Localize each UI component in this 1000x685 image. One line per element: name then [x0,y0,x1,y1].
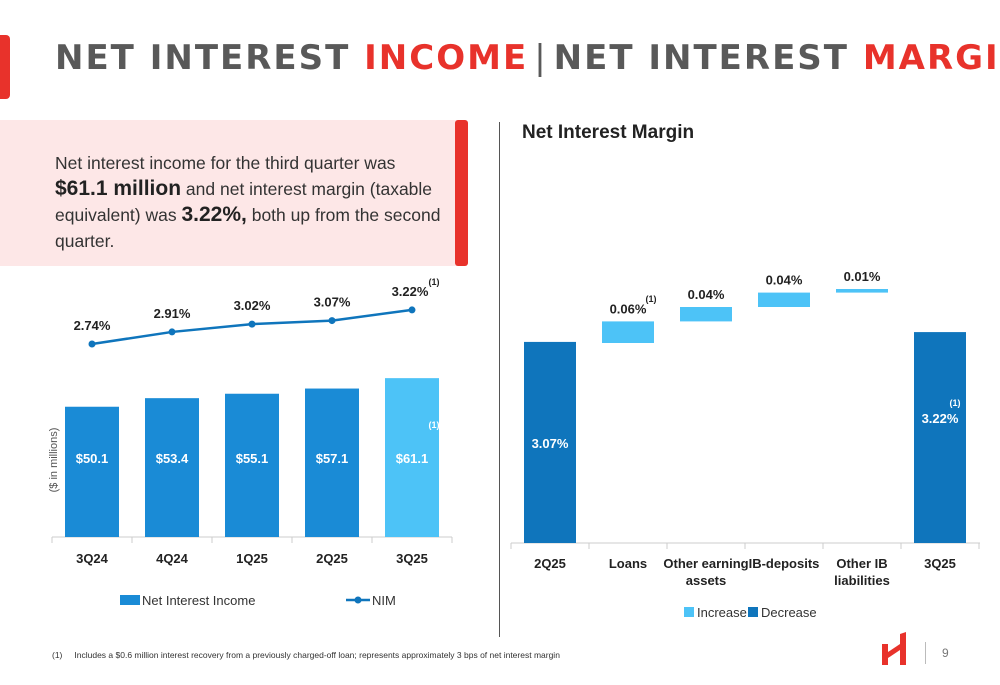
legend-nii-swatch [120,595,140,605]
waterfall-value-label: 3.07% [532,436,569,451]
waterfall-bar-2q25 [524,341,576,543]
page-number: 9 [942,646,949,660]
nim-footnote-mark: (1) [429,277,440,287]
nii-category-label: 3Q25 [396,551,428,566]
nii-bar-label: $55.1 [236,451,269,466]
legend-increase-label: Increase [697,605,747,620]
legend-nim-label: NIM [372,593,396,608]
nim-point [88,340,96,348]
summary-nii-value: $61.1 million [55,177,182,200]
nii-bar-1q25 [225,393,279,537]
waterfall-category-label: Other IB [836,556,887,571]
waterfall-bar-loans [602,321,654,343]
nim-value-label: 3.02% [234,298,271,313]
waterfall-category-label: 3Q25 [924,556,956,571]
summary-text-1: Net interest income for the third quarte… [55,153,396,173]
nii-category-label: 4Q24 [156,551,189,566]
legend-increase-swatch [684,607,694,617]
waterfall-loans-footnote-mark: (1) [646,294,657,304]
nim-point [408,306,416,314]
footnote-text: Includes a $0.6 million interest recover… [74,650,560,660]
waterfall-bar-other-earning-assets [680,307,732,322]
nii-category-label: 3Q24 [76,551,109,566]
nim-value-label: 2.74% [74,318,111,333]
waterfall-category-label: Loans [609,556,647,571]
nii-y-axis-label: ($ in millions) [48,428,60,493]
nii-category-label: 1Q25 [236,551,268,566]
summary-text-3: both up from the second quarter. [55,205,441,251]
title-highlight-income: INCOME [364,38,529,78]
waterfall-category-label: Other earning [663,556,748,571]
nii-bar-4q24 [145,398,199,537]
waterfall-value-label: 0.04% [766,273,803,288]
waterfall-category-label: assets [686,573,726,588]
waterfall-category-label: 2Q25 [534,556,566,571]
panel-divider [499,122,500,637]
waterfall-value-label: 3.22% [922,411,959,426]
title-part-3: NET INTEREST [553,38,863,78]
title-separator: | [534,38,548,78]
waterfall-bar-3q25 [914,332,966,543]
nim-chart-title: Net Interest Margin [522,122,695,143]
nii-bar-3q24 [65,406,119,537]
title-part-1: NET INTEREST [55,38,365,78]
waterfall-3q25-footnote-mark: (1) [950,398,961,408]
waterfall-value-label: 0.01% [844,269,881,284]
waterfall-category-label: IB-deposits [749,556,820,571]
legend-nii-label: Net Interest Income [142,593,255,608]
waterfall-value-label: 0.06% [610,301,647,316]
nii-bar-3q25 [385,378,439,537]
legend-decrease-label: Decrease [761,605,817,620]
title-accent-tab [0,35,10,99]
callout-accent-bar [455,120,468,266]
legend-decrease-swatch [748,607,758,617]
nii-category-label: 2Q25 [316,551,348,566]
legend-nim-marker [354,596,362,604]
nim-point [328,317,336,325]
nim-point [168,328,176,336]
nim-value-label: 2.91% [154,306,191,321]
nim-point [248,320,256,328]
nim-value-label: 3.22% [392,284,429,299]
nii-bar-label: $50.1 [76,451,109,466]
summary-nim-value: 3.22%, [181,203,247,226]
footnote-number: (1) [52,650,63,660]
company-logo-icon [882,632,906,665]
waterfall-category-label: liabilities [834,573,890,588]
summary-text-2: and net interest margin (taxable equival… [55,179,433,225]
waterfall-bar-ib-deposits [758,292,810,307]
nii-bar-2q25 [305,388,359,537]
nim-value-label: 3.07% [314,295,351,310]
page-number-separator [925,642,926,664]
nii-bar-footnote-mark: (1) [429,420,440,430]
nii-bar-label: $57.1 [316,451,349,466]
footnote: (1) Includes a $0.6 million interest reco… [52,650,560,660]
nii-bar-label: $61.1 [396,451,429,466]
summary-callout [0,120,464,266]
nii-bar-label: $53.4 [156,451,189,466]
waterfall-bar-other-ib-liabilities [836,289,888,293]
summary-text: Net interest income for the third quarte… [55,150,450,254]
waterfall-value-label: 0.04% [688,287,725,302]
